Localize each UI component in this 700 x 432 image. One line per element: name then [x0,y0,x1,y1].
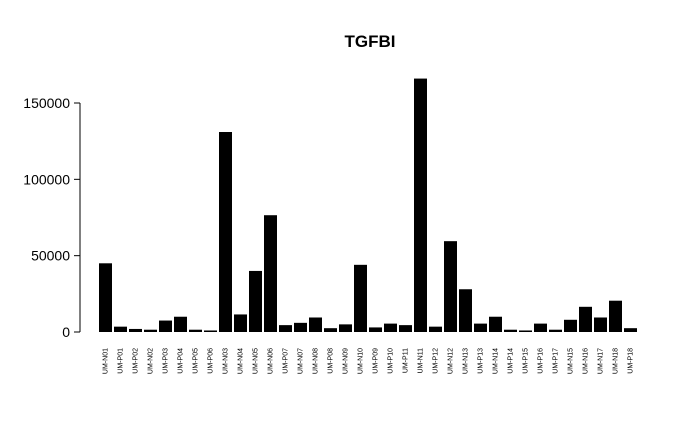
bar-um-n04 [234,314,247,332]
y-axis: 0 50000 100000 150000 [23,95,81,340]
x-tick-label: UM-P06 [208,348,215,374]
bar-um-p07 [279,325,292,332]
bar-um-n07 [294,322,307,332]
bar-um-p09 [369,327,382,332]
bar-um-n08 [309,317,322,332]
bar-um-p16 [534,323,547,332]
bar-um-p10 [384,323,397,332]
x-tick-label: UM-N12 [448,348,455,374]
x-tick-label: UM-N13 [463,348,470,374]
x-tick-label: UM-N18 [613,348,620,374]
y-tick-label: 100000 [23,171,70,187]
bar-um-p12 [429,326,442,332]
x-tick-label: UM-N04 [238,348,245,374]
x-tick-label: UM-P08 [328,348,335,374]
x-tick-label: UM-N14 [493,348,500,374]
x-tick-label: UM-N02 [148,348,155,374]
y-tick-label: 50000 [31,248,70,264]
bar-um-p17 [549,329,562,332]
bar-um-n02 [144,329,157,332]
x-tick-label: UM-N10 [358,348,365,374]
x-tick-label: UM-P07 [283,348,290,374]
bar-um-p18 [624,328,637,332]
bar-um-p04 [174,316,187,332]
chart-title: TGFBI [345,32,396,51]
bar-um-n12 [444,241,457,332]
x-tick-label: UM-P02 [133,348,140,374]
bar-um-p06 [204,330,217,332]
x-tick-label: UM-N16 [583,348,590,374]
bar-um-p13 [474,323,487,332]
x-tick-label: UM-N06 [268,348,275,374]
x-tick-label: UM-P04 [178,348,185,374]
x-tick-label: UM-P03 [163,348,170,374]
x-tick-label: UM-P16 [538,348,545,374]
bar-um-n15 [564,319,577,332]
x-tick-label: UM-P15 [523,348,530,374]
bar-um-p05 [189,329,202,332]
bar-um-n16 [579,306,592,332]
x-tick-label: UM-P10 [388,348,395,374]
bar-um-p03 [159,320,172,332]
x-tick-label: UM-P09 [373,348,380,374]
x-tick-label: UM-P14 [508,348,515,374]
x-tick-label: UM-N07 [298,348,305,374]
bar-um-n06 [264,215,277,332]
bar-um-n05 [249,270,262,332]
x-tick-label: UM-N01 [103,348,110,374]
bar-um-p11 [399,325,412,332]
bar-um-n14 [489,316,502,332]
x-tick-label: UM-N08 [313,348,320,374]
bar-um-n18 [609,300,622,332]
x-tick-label: UM-P13 [478,348,485,374]
bar-um-n13 [459,289,472,332]
x-tick-label: UM-P05 [193,348,200,374]
bar-um-p14 [504,329,517,332]
y-tick-label: 0 [62,324,70,340]
bar-um-p15 [519,330,532,332]
bar-um-n01 [99,263,112,332]
bar-um-n09 [339,324,352,332]
bar-um-p01 [114,326,127,332]
x-tick-label: UM-P18 [628,348,635,374]
bar-um-p08 [324,328,337,332]
bar-um-n17 [594,317,607,332]
x-tick-label: UM-P12 [433,348,440,374]
x-tick-label: UM-N15 [568,348,575,374]
x-axis-labels: UM-N01 UM-P01 UM-P02 UM-N02 UM-P03 UM-P04 UM-P… [103,348,635,374]
x-tick-label: UM-N11 [418,348,425,374]
bar-um-p02 [129,328,142,332]
x-tick-label: UM-P11 [403,348,410,373]
x-tick-label: UM-N03 [223,348,230,374]
bar-um-n11 [414,78,427,332]
x-tick-label: UM-N17 [598,348,605,374]
x-tick-label: UM-N09 [343,348,350,374]
bar-um-n10 [354,264,367,332]
x-tick-label: UM-N05 [253,348,260,374]
bar-um-n03 [219,132,232,332]
bars [99,78,637,332]
x-tick-label: UM-P01 [118,348,125,374]
y-tick-label: 150000 [23,95,70,111]
x-tick-label: UM-P17 [553,348,560,374]
